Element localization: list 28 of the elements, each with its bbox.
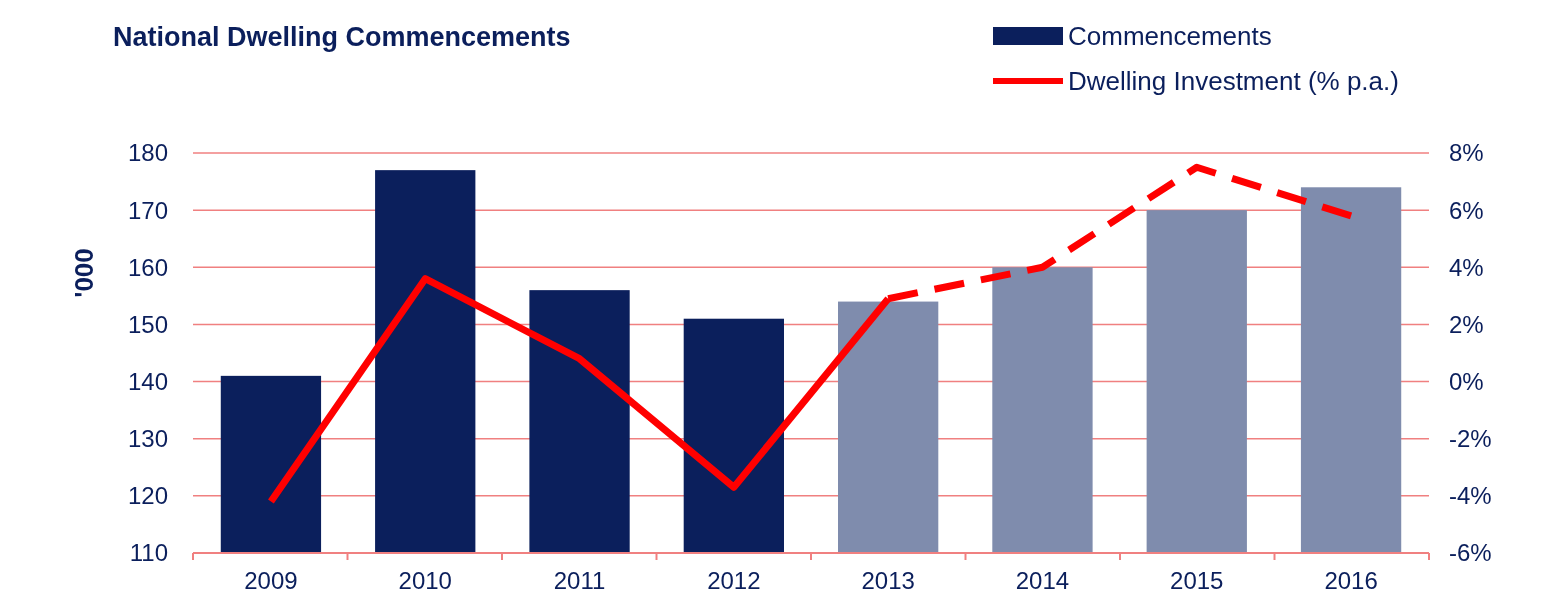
y-tick-label: 160 xyxy=(127,253,168,281)
y-axis-title: '000 xyxy=(69,248,99,298)
y-tick-label: 130 xyxy=(127,425,168,453)
y-tick-label: 150 xyxy=(127,310,168,338)
x-tick-label: 2011 xyxy=(553,567,606,594)
x-tick-label: 2015 xyxy=(1170,567,1224,594)
y-tick-label: 140 xyxy=(127,367,168,395)
y2-tick-label: 4% xyxy=(1449,253,1484,281)
y2-tick-label: -6% xyxy=(1449,539,1492,567)
y2-tick-label: 6% xyxy=(1449,196,1484,224)
legend-label: Dwelling Investment (% p.a.) xyxy=(1068,66,1399,97)
x-tick-label: 2013 xyxy=(861,567,915,594)
y2-tick-label: 0% xyxy=(1449,367,1484,395)
y2-tick-label: -2% xyxy=(1449,425,1492,453)
x-tick-label: 2009 xyxy=(244,567,298,594)
y-tick-label: 120 xyxy=(127,482,168,510)
legend-label: Commencements xyxy=(1068,21,1272,52)
y2-tick-label: -4% xyxy=(1449,482,1492,510)
y-tick-label: 170 xyxy=(127,196,168,224)
y-tick-label: 110 xyxy=(129,539,168,567)
chart-title: National Dwelling Commencements xyxy=(113,22,571,52)
x-tick-label: 2014 xyxy=(1015,567,1070,594)
x-tick-label: 2012 xyxy=(707,567,761,594)
y2-tick-label: 8% xyxy=(1449,139,1484,167)
y-tick-label: 180 xyxy=(127,139,168,167)
x-tick-label: 2010 xyxy=(398,567,452,594)
x-tick-label: 2016 xyxy=(1324,567,1378,594)
y2-tick-label: 2% xyxy=(1449,310,1484,338)
